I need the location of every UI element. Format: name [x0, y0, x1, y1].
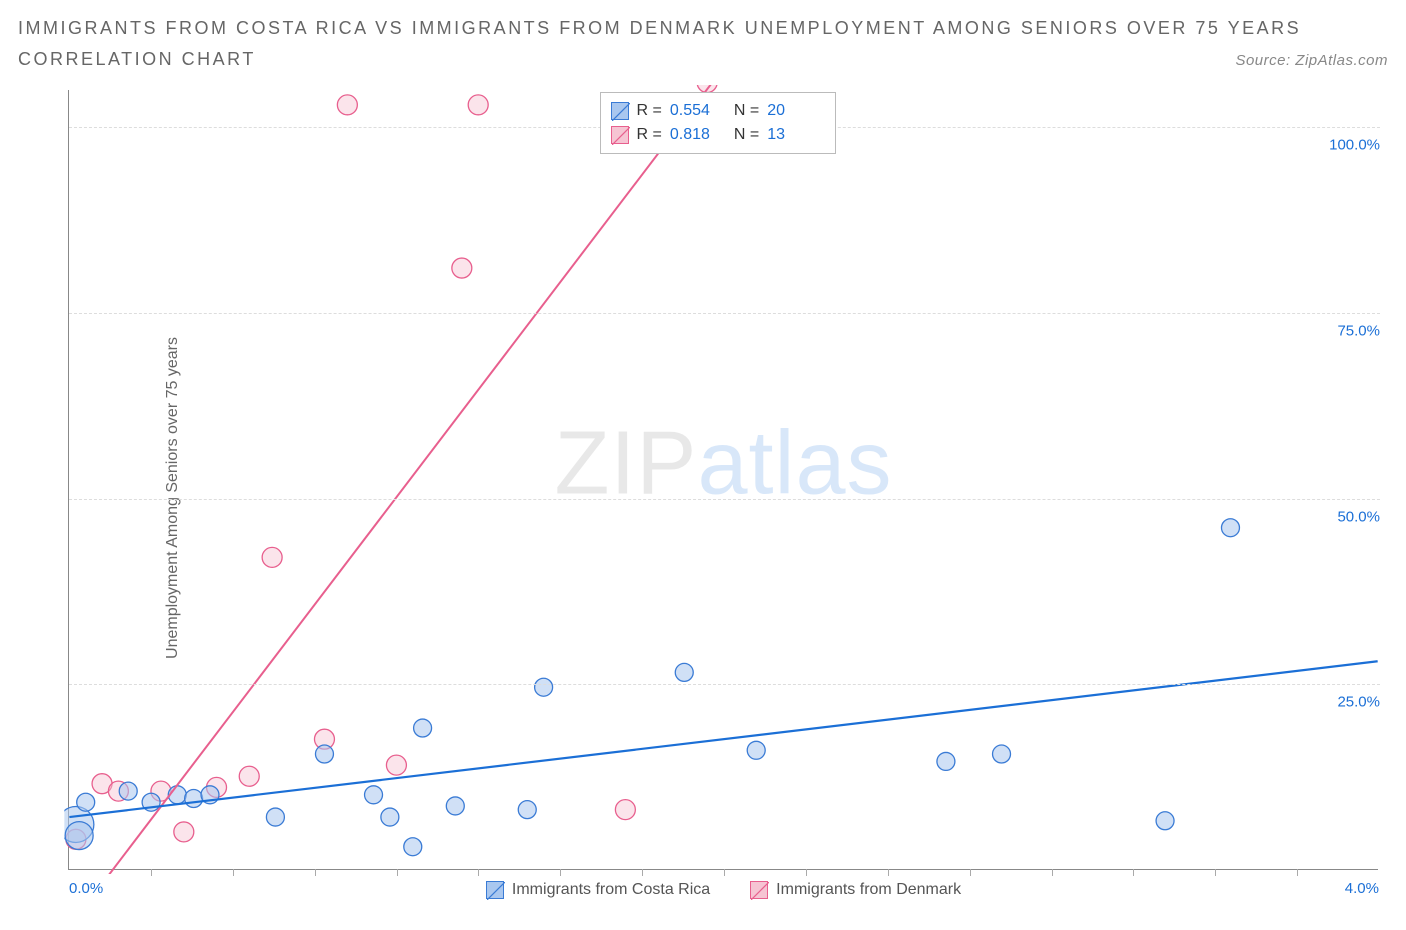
data-point — [266, 808, 284, 826]
x-tick — [1215, 869, 1216, 876]
x-tick — [315, 869, 316, 876]
data-point — [468, 95, 488, 115]
data-point — [452, 258, 472, 278]
data-point — [65, 822, 93, 850]
data-point — [239, 766, 259, 786]
x-tick — [151, 869, 152, 876]
x-tick — [888, 869, 889, 876]
page-subtitle: CORRELATION CHART — [18, 49, 256, 70]
x-tick — [1297, 869, 1298, 876]
legend-label: Immigrants from Costa Rica — [512, 881, 710, 899]
x-tick — [806, 869, 807, 876]
legend-bottom: Immigrants from Costa Rica Immigrants fr… — [69, 881, 1378, 899]
x-tick — [1052, 869, 1053, 876]
gridline — [69, 499, 1380, 500]
source-label: Source: ZipAtlas.com — [1235, 52, 1388, 69]
trend-line — [102, 68, 723, 884]
legend-item: Immigrants from Costa Rica — [486, 881, 710, 899]
legend-item: Immigrants from Denmark — [750, 881, 961, 899]
legend-label: Immigrants from Denmark — [776, 881, 961, 899]
data-point — [119, 782, 137, 800]
data-point — [414, 719, 432, 737]
gridline — [69, 313, 1380, 314]
x-tick-label-left: 0.0% — [69, 880, 103, 897]
data-point — [337, 95, 357, 115]
page-title: IMMIGRANTS FROM COSTA RICA VS IMMIGRANTS… — [18, 14, 1388, 43]
stats-row: R =0.818 N =13 — [611, 123, 824, 147]
legend-swatch-blue — [611, 102, 629, 120]
data-point — [535, 678, 553, 696]
stats-row: R =0.554 N =20 — [611, 99, 824, 123]
data-point — [1221, 519, 1239, 537]
data-point — [747, 741, 765, 759]
data-point — [185, 790, 203, 808]
plot-area: ZIPatlas R =0.554 N =20 R =0.818 N =13 I… — [68, 90, 1378, 870]
x-tick — [233, 869, 234, 876]
x-tick-label-right: 4.0% — [1345, 880, 1379, 897]
x-tick — [560, 869, 561, 876]
y-tick-label: 75.0% — [1337, 322, 1380, 339]
data-point — [615, 800, 635, 820]
legend-swatch-pink — [611, 126, 629, 144]
data-point — [365, 786, 383, 804]
data-point — [1156, 812, 1174, 830]
y-tick-label: 50.0% — [1337, 508, 1380, 525]
data-point — [77, 793, 95, 811]
data-point — [937, 752, 955, 770]
data-point — [315, 745, 333, 763]
title-block: IMMIGRANTS FROM COSTA RICA VS IMMIGRANTS… — [0, 0, 1406, 70]
y-tick-label: 100.0% — [1329, 137, 1380, 154]
x-tick — [1133, 869, 1134, 876]
data-point — [262, 547, 282, 567]
data-point — [386, 755, 406, 775]
x-tick — [642, 869, 643, 876]
x-tick — [970, 869, 971, 876]
plot-svg — [69, 90, 1378, 869]
data-point — [675, 663, 693, 681]
legend-swatch-pink — [750, 881, 768, 899]
data-point — [174, 822, 194, 842]
legend-swatch-blue — [486, 881, 504, 899]
x-tick — [478, 869, 479, 876]
stats-legend-box: R =0.554 N =20 R =0.818 N =13 — [600, 92, 837, 154]
y-tick-label: 25.0% — [1337, 694, 1380, 711]
data-point — [518, 801, 536, 819]
data-point — [381, 808, 399, 826]
data-point — [404, 838, 422, 856]
data-point — [993, 745, 1011, 763]
x-tick — [724, 869, 725, 876]
gridline — [69, 684, 1380, 685]
x-tick — [397, 869, 398, 876]
data-point — [446, 797, 464, 815]
plot-wrap: Unemployment Among Seniors over 75 years… — [20, 85, 1396, 910]
